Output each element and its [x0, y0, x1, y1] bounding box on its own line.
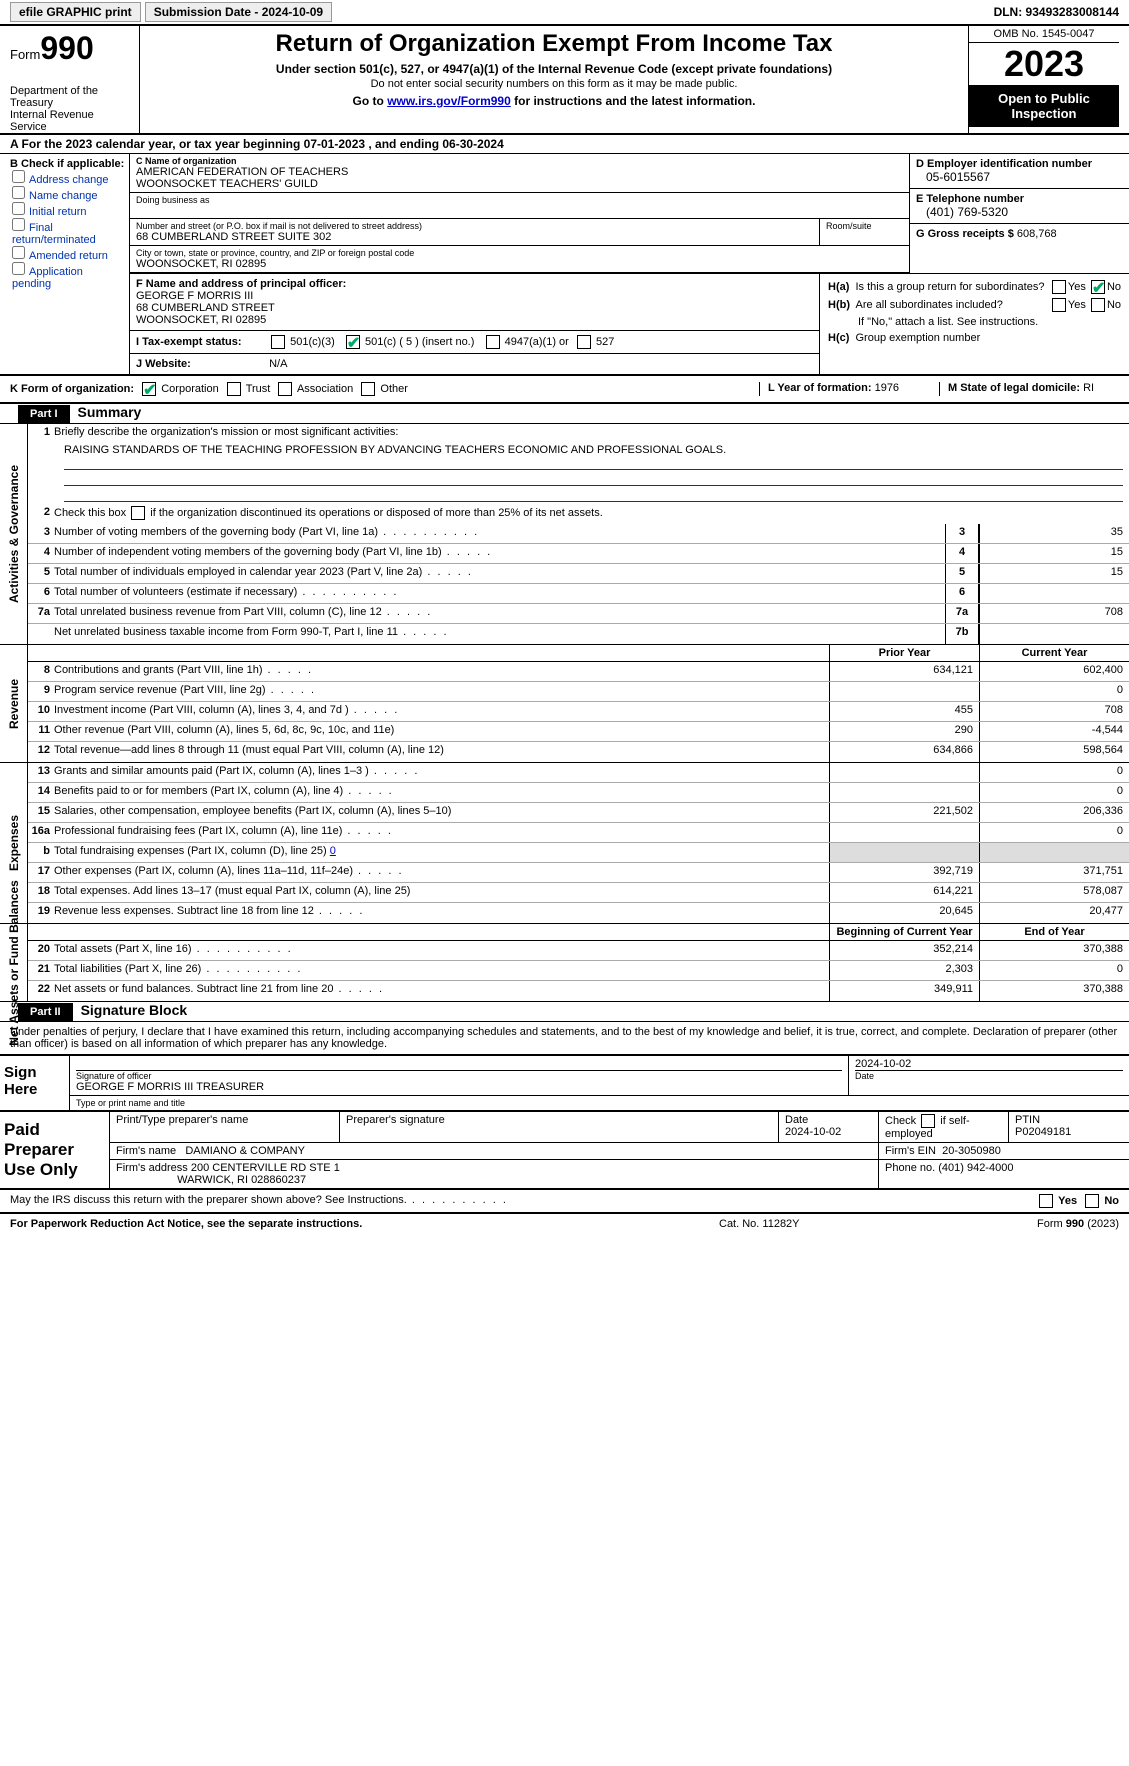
dba-block: Doing business as — [130, 193, 909, 219]
chk-corp[interactable] — [142, 382, 156, 396]
hb-yes[interactable] — [1052, 298, 1066, 312]
col-b: B Check if applicable: Address change Na… — [10, 154, 130, 374]
goto-line: Go to www.irs.gov/Form990 for instructio… — [148, 94, 960, 108]
chk-assoc[interactable] — [278, 382, 292, 396]
room-block: Room/suite — [819, 219, 909, 246]
form-subtitle-1: Under section 501(c), 527, or 4947(a)(1)… — [148, 62, 960, 76]
chk-trust[interactable] — [227, 382, 241, 396]
chk-application-pending[interactable]: Application pending — [10, 262, 125, 290]
section-net-assets: Net Assets or Fund Balances Beginning of… — [0, 924, 1129, 1002]
section-revenue: Revenue Prior YearCurrent Year 8Contribu… — [0, 645, 1129, 763]
tax-exempt-line: I Tax-exempt status: 501(c)(3) 501(c) ( … — [130, 331, 819, 354]
department-label: Department of the Treasury Internal Reve… — [10, 85, 133, 133]
irs-no[interactable] — [1085, 1194, 1099, 1208]
form-subtitle-2: Do not enter social security numbers on … — [148, 78, 960, 90]
phone-block: E Telephone number (401) 769-5320 — [910, 189, 1129, 224]
efile-button[interactable]: efile GRAPHIC print — [10, 2, 141, 22]
page-footer: For Paperwork Reduction Act Notice, see … — [0, 1213, 1129, 1234]
line-a: A For the 2023 calendar year, or tax yea… — [0, 135, 1129, 154]
chk-amended-return[interactable]: Amended return — [10, 246, 125, 262]
street-block: Number and street (or P.O. box if mail i… — [130, 219, 819, 246]
form-header: Form990 Department of the Treasury Inter… — [0, 26, 1129, 135]
section-bcdefg: B Check if applicable: Address change Na… — [0, 154, 1129, 375]
gross-receipts-block: G Gross receipts $ 608,768 — [910, 224, 1129, 244]
row-klm: K Form of organization: Corporation Trus… — [0, 375, 1129, 404]
omb-number: OMB No. 1545-0047 — [969, 26, 1119, 43]
form-number: Form990 — [10, 30, 133, 67]
ein-block: D Employer identification number 05-6015… — [910, 154, 1129, 189]
part-ii-header: Part IISignature Block — [0, 1002, 1129, 1022]
chk-other[interactable] — [361, 382, 375, 396]
irs-link[interactable]: www.irs.gov/Form990 — [387, 94, 511, 108]
ha-no[interactable] — [1091, 280, 1105, 294]
section-h: H(a) Is this a group return for subordin… — [819, 274, 1129, 374]
open-to-public: Open to Public Inspection — [969, 85, 1119, 127]
chk-527[interactable] — [577, 335, 591, 349]
part-i-header: Part ISummary — [0, 404, 1129, 424]
chk-501c[interactable] — [346, 335, 360, 349]
top-bar: efile GRAPHIC print Submission Date - 20… — [0, 0, 1129, 26]
submission-date: Submission Date - 2024-10-09 — [145, 2, 332, 22]
dln-label: DLN: 93493283008144 — [994, 5, 1119, 19]
section-expenses: Expenses 13Grants and similar amounts pa… — [0, 763, 1129, 924]
website-line: J Website: N/A — [130, 354, 819, 374]
officer-name: GEORGE F MORRIS III TREASURER — [76, 1081, 842, 1093]
form-title: Return of Organization Exempt From Incom… — [148, 30, 960, 58]
org-name-block: C Name of organization AMERICAN FEDERATI… — [130, 154, 909, 193]
sign-here-block: Sign Here Signature of officer GEORGE F … — [0, 1054, 1129, 1112]
chk-501c3[interactable] — [271, 335, 285, 349]
hb-no[interactable] — [1091, 298, 1105, 312]
irs-yes[interactable] — [1039, 1194, 1053, 1208]
tax-year: 2023 — [969, 43, 1119, 85]
perjury-statement: Under penalties of perjury, I declare th… — [0, 1022, 1129, 1054]
may-irs-discuss: May the IRS discuss this return with the… — [0, 1190, 1129, 1213]
paid-preparer-block: Paid Preparer Use Only Print/Type prepar… — [0, 1112, 1129, 1190]
mission-text: RAISING STANDARDS OF THE TEACHING PROFES… — [28, 444, 1129, 456]
officer-block: F Name and address of principal officer:… — [130, 274, 819, 331]
chk-initial-return[interactable]: Initial return — [10, 202, 125, 218]
chk-name-change[interactable]: Name change — [10, 186, 125, 202]
section-activities-governance: Activities & Governance 1Briefly describ… — [0, 424, 1129, 645]
chk-address-change[interactable]: Address change — [10, 170, 125, 186]
ha-yes[interactable] — [1052, 280, 1066, 294]
chk-self-employed[interactable] — [921, 1114, 935, 1128]
city-block: City or town, state or province, country… — [130, 246, 909, 273]
chk-discontinued[interactable] — [131, 506, 145, 520]
chk-final-return[interactable]: Final return/terminated — [10, 218, 125, 246]
chk-4947[interactable] — [486, 335, 500, 349]
